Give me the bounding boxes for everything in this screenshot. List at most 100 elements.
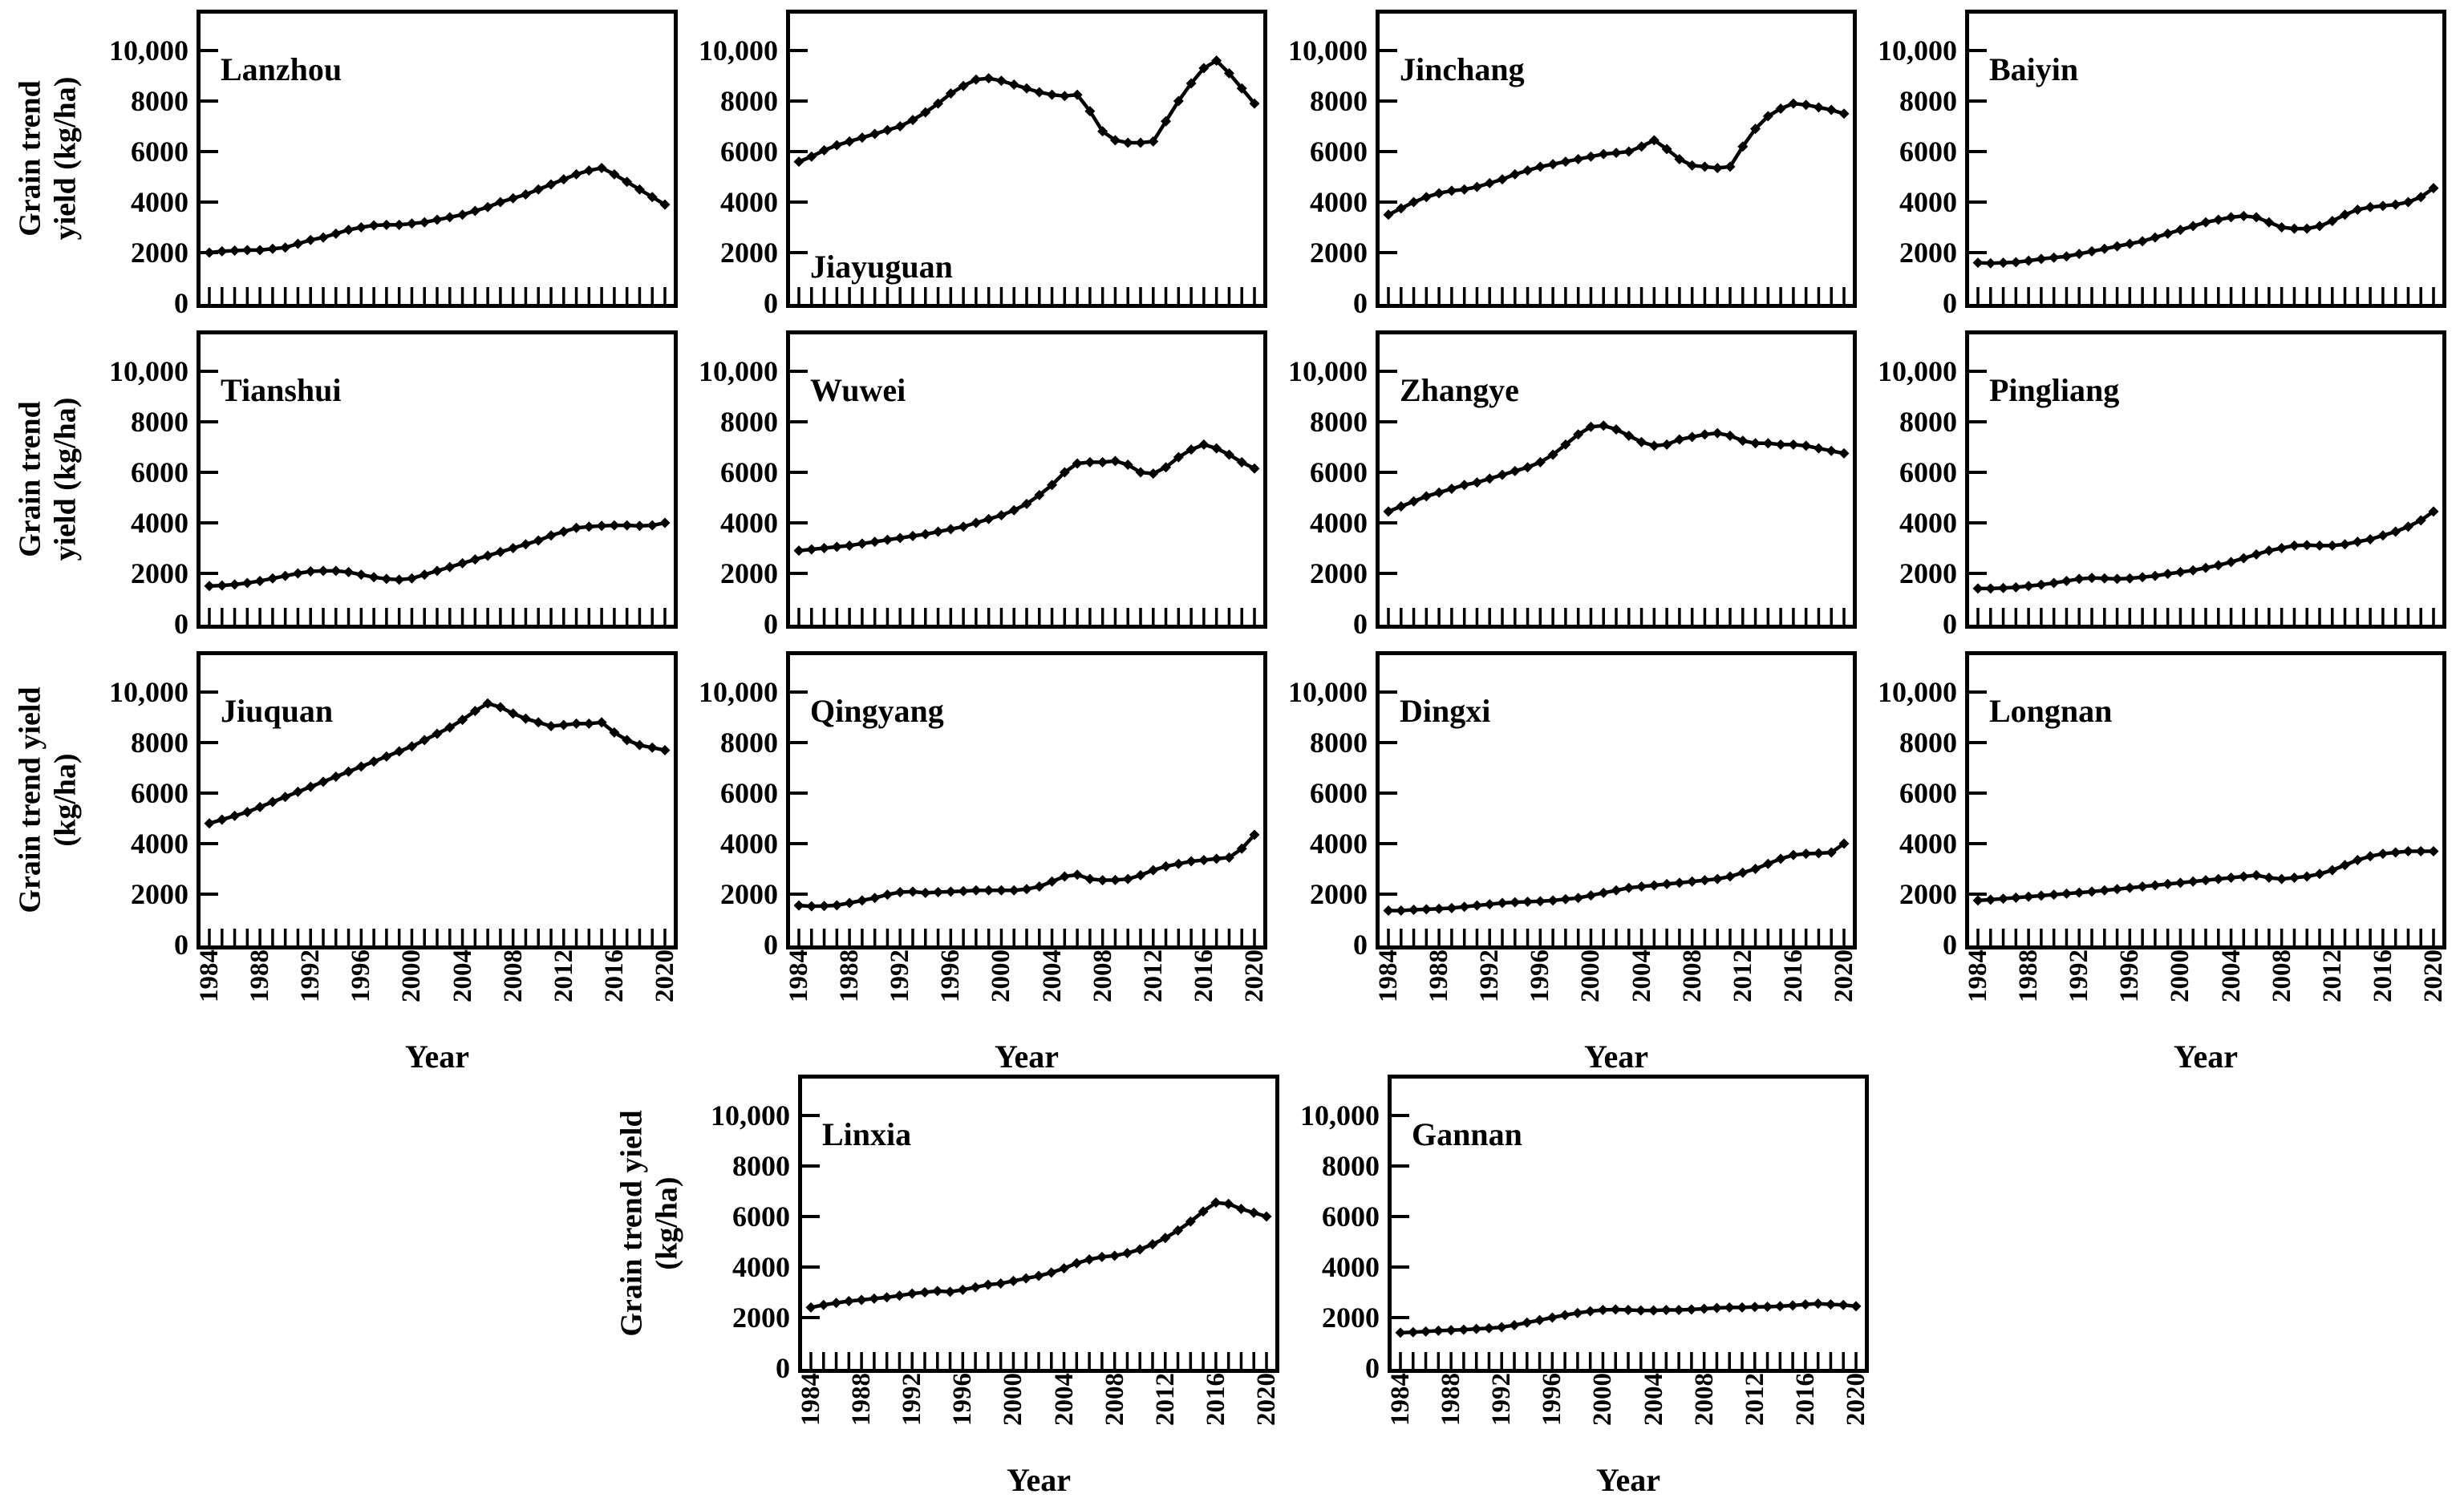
x-tick-label: 1988	[1424, 949, 1454, 1002]
y-tick-label: 8000	[1310, 85, 1368, 117]
y-tick-label: 2000	[1310, 237, 1368, 269]
x-tick-label: 2016	[1790, 1373, 1820, 1426]
x-tick-label: 1984	[1374, 949, 1403, 1002]
chart-svg-longnan: Longnan	[1965, 651, 2446, 949]
y-tick-labels: 10,000 8000 6000 4000 2000 0	[1857, 651, 1965, 959]
x-tick-label: 2000	[2166, 949, 2195, 1002]
x-tick-label: 2012	[1728, 949, 1757, 1002]
y-tick-label: 2000	[1899, 557, 1957, 589]
panel-title-gannan: Gannan	[1412, 1116, 1522, 1152]
x-tick-label: 2000	[397, 949, 427, 1002]
chart-panel-linxia: Grain trend yield (kg/ha) 10,000 8000 6000 40…	[614, 1075, 1281, 1498]
y-tick-labels: 10,000 8000 6000 4000 2000 0	[88, 10, 197, 318]
x-tick-label: 2016	[599, 949, 629, 1002]
panel-title-tianshui: Tianshui	[221, 372, 342, 408]
x-tick-label: 2016	[1189, 949, 1218, 1002]
y-tick-label: 8000	[1899, 406, 1957, 438]
chart-svg-qingyang: Qingyang	[786, 651, 1267, 949]
panel-title-jinchang: Jinchang	[1400, 51, 1525, 87]
y-tick-label: 8000	[1899, 727, 1957, 759]
y-tick-label: 2000	[131, 237, 188, 269]
panel-title-longnan: Longnan	[1989, 693, 2112, 729]
y-tick-label: 10,000	[1288, 355, 1368, 387]
chart-panel-tianshui: Grain trend yield (kg/ha) 10,000 8000 6000 40…	[12, 330, 678, 638]
chart-svg-gannan: Gannan	[1388, 1075, 1869, 1373]
y-tick-label: 10,000	[1288, 34, 1368, 67]
y-tick-label: 2000	[1899, 237, 1957, 269]
x-tick-labels: 1984 1988 1992 1996 2000 2004 2008 2012 2016 2020	[1374, 949, 1858, 1039]
y-tick-label: 10,000	[109, 355, 188, 387]
y-tick-label: 0	[1943, 929, 1957, 961]
panel-title-pingliang: Pingliang	[1989, 372, 2119, 408]
panel-title-lanzhou: Lanzhou	[221, 51, 342, 87]
x-tick-label: 2012	[549, 949, 578, 1002]
panel-title-jiuquan: Jiuquan	[221, 693, 333, 729]
x-tick-label: 2020	[1830, 949, 1858, 1002]
chart-panel-zhangye: 10,000 8000 6000 4000 2000 0 Zhangye	[1267, 330, 1857, 638]
y-tick-label: 0	[764, 287, 778, 319]
y-tick-label: 4000	[1310, 507, 1368, 539]
y-tick-label: 4000	[131, 507, 188, 539]
y-tick-label: 4000	[1322, 1251, 1380, 1283]
y-tick-label: 0	[1943, 608, 1957, 640]
chart-panel-baiyin: 10,000 8000 6000 4000 2000 0 Baiyin	[1857, 10, 2446, 318]
y-tick-label: 0	[174, 608, 188, 640]
x-tick-label: 2012	[1740, 1373, 1769, 1426]
chart-svg-jinchang: Jinchang	[1376, 10, 1857, 308]
x-axis-title: Year	[995, 1038, 1059, 1075]
x-tick-label: 2016	[1778, 949, 1808, 1002]
y-tick-labels: 10,000 8000 6000 4000 2000 0	[1279, 1075, 1388, 1383]
x-tick-label: 1988	[847, 1373, 877, 1426]
x-tick-label: 1996	[936, 949, 966, 1002]
chart-panel-dingxi: 10,000 8000 6000 4000 2000 0 Dingxi 1984 1988 199…	[1267, 651, 1858, 1075]
x-tick-label: 1992	[296, 949, 326, 1002]
panel-title-linxia: Linxia	[822, 1116, 911, 1152]
y-tick-label: 2000	[1310, 557, 1368, 589]
chart-panel-longnan: 10,000 8000 6000 4000 2000 0 Longnan 1984 1988 19…	[1857, 651, 2448, 1075]
y-tick-label: 6000	[720, 136, 778, 168]
chart-svg-dingxi: Dingxi	[1376, 651, 1857, 949]
y-axis-label: Grain trend yield (kg/ha)	[614, 1110, 684, 1337]
y-tick-label: 10,000	[699, 34, 778, 67]
panel-title-wuwei: Wuwei	[810, 372, 906, 408]
x-tick-label: 2008	[1689, 1373, 1719, 1426]
x-tick-label: 1992	[2065, 949, 2094, 1002]
y-tick-label: 10,000	[1300, 1099, 1380, 1132]
x-axis-title: Year	[1596, 1462, 1660, 1498]
chart-panel-gannan: 10,000 8000 6000 4000 2000 0 Gannan 1984 1988 199…	[1279, 1075, 1870, 1498]
x-tick-label: 1984	[1964, 949, 1992, 1002]
y-tick-label: 10,000	[699, 676, 778, 708]
y-tick-label: 6000	[131, 777, 188, 809]
x-tick-label: 2008	[1677, 949, 1707, 1002]
x-tick-label: 1996	[948, 1373, 978, 1426]
panel-title-zhangye: Zhangye	[1400, 372, 1519, 408]
x-tick-label: 2008	[2267, 949, 2296, 1002]
y-tick-label: 4000	[1899, 507, 1957, 539]
y-tick-label: 6000	[1322, 1200, 1380, 1233]
y-tick-label: 8000	[720, 406, 778, 438]
x-tick-labels: 1984 1988 1992 1996 2000 2004 2008 2012 2016 2020	[1386, 1373, 1870, 1463]
y-tick-label: 0	[764, 608, 778, 640]
x-tick-label: 2020	[650, 949, 679, 1002]
y-tick-label: 0	[1943, 287, 1957, 319]
x-tick-label: 2020	[2419, 949, 2448, 1002]
x-tick-label: 1992	[898, 1373, 927, 1426]
y-tick-label: 10,000	[1878, 34, 1957, 67]
y-tick-label: 2000	[732, 1302, 790, 1334]
y-tick-label: 2000	[131, 557, 188, 589]
x-tick-label: 1988	[1437, 1373, 1466, 1426]
y-tick-label: 0	[1353, 929, 1368, 961]
y-tick-label: 6000	[1310, 456, 1368, 488]
chart-svg-lanzhou: Lanzhou	[197, 10, 678, 308]
panel-title-baiyin: Baiyin	[1989, 51, 2078, 87]
y-tick-labels: 10,000 8000 6000 4000 2000 0	[1857, 330, 1965, 638]
y-tick-label: 0	[764, 929, 778, 961]
y-tick-label: 4000	[1899, 186, 1957, 218]
x-tick-label: 2004	[1037, 949, 1067, 1002]
y-tick-label: 8000	[732, 1150, 790, 1182]
y-tick-label: 4000	[1899, 828, 1957, 860]
y-tick-label: 10,000	[109, 676, 188, 708]
panel-title-jiayuguan: Jiayuguan	[810, 249, 953, 285]
y-tick-label: 4000	[1310, 186, 1368, 218]
